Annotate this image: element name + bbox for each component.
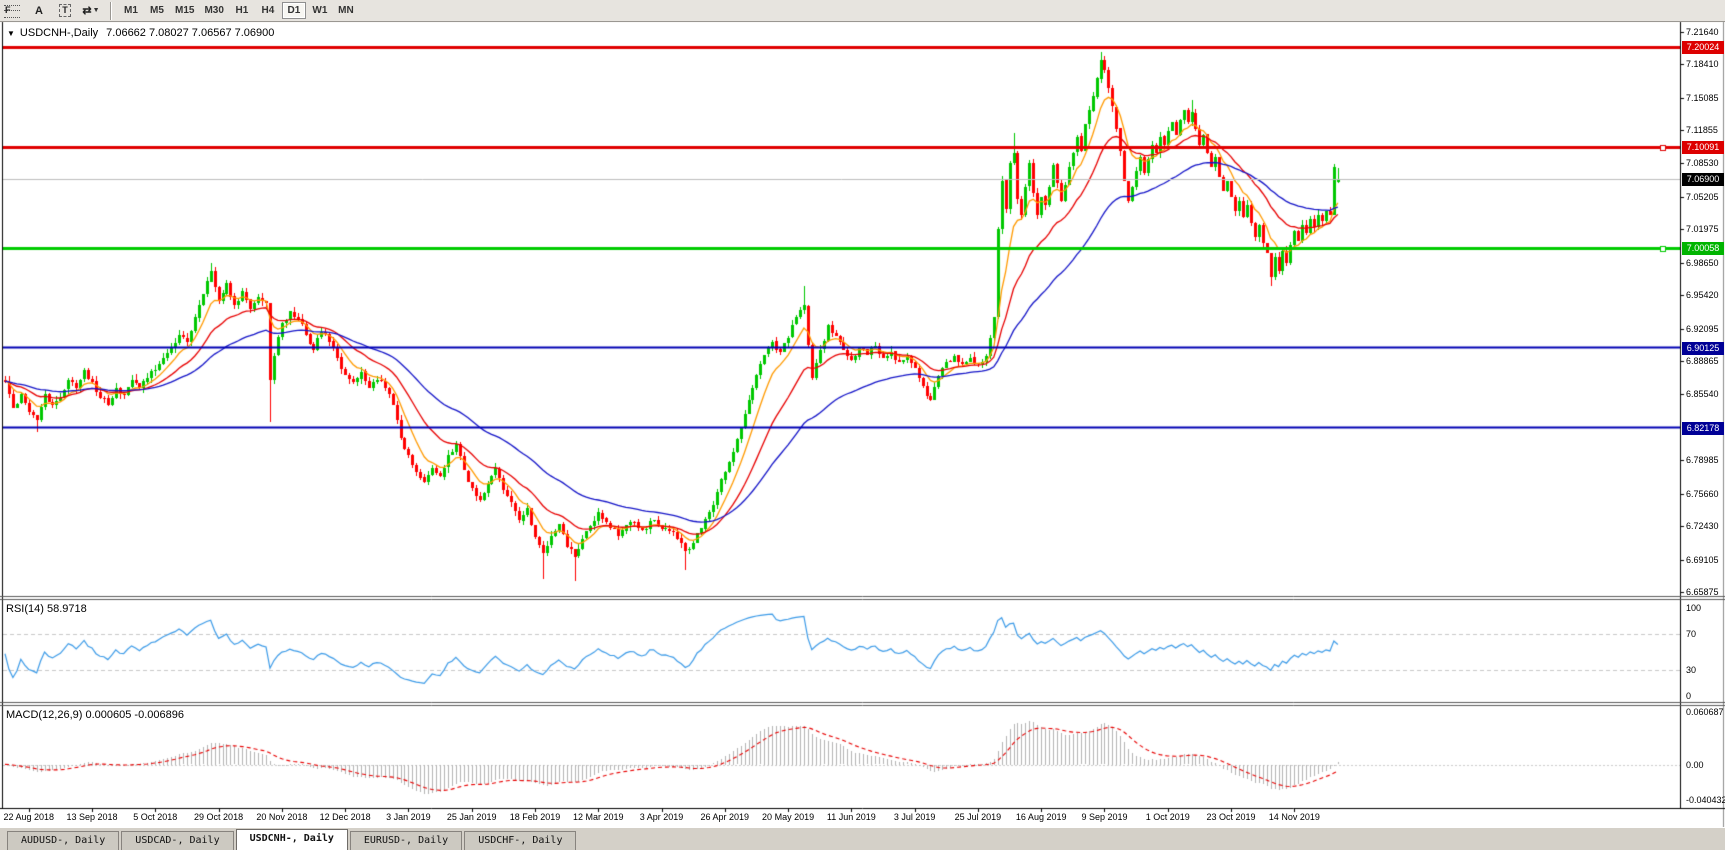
price-tick-label: 7.05205 [1686, 191, 1719, 202]
level-price-label: 7.20024 [1682, 41, 1724, 55]
price-tick-label: 6.92095 [1686, 323, 1719, 334]
date-tick-label: 26 Apr 2019 [700, 812, 750, 822]
timeframe-button-mn[interactable]: MN [338, 5, 354, 16]
date-tick-label: 25 Jan 2019 [446, 812, 497, 822]
date-tick-label: 1 Oct 2019 [1145, 812, 1190, 822]
date-tick-label: 9 Sep 2019 [1081, 812, 1128, 822]
price-tick-label: 6.98650 [1686, 257, 1719, 268]
date-tick-label: 25 Jul 2019 [954, 812, 1002, 822]
price-tick-label: 7.15085 [1686, 92, 1719, 103]
macd-indicator-label: MACD(12,26,9) 0.000605 -0.006896 [6, 709, 184, 721]
chart-tab-eurusd[interactable]: EURUSD-, Daily [349, 831, 463, 850]
date-tick-label: 23 Oct 2019 [1206, 812, 1256, 822]
price-tick-label: 6.75660 [1686, 488, 1719, 499]
chart-title: ▼ USDCNH-,Daily 7.06662 7.08027 7.06567 … [7, 27, 274, 39]
date-tick-label: 22 Aug 2018 [3, 812, 54, 822]
text-tool-icon[interactable]: A [35, 4, 43, 17]
rsi-indicator-label: RSI(14) 58.9718 [6, 603, 87, 615]
timeframe-button-w1[interactable]: W1 [312, 5, 328, 16]
arrows-tool-icon[interactable]: ⇄ ▼ [82, 5, 100, 17]
level-price-label: 7.10091 [1682, 141, 1724, 155]
date-tick-label: 18 Feb 2019 [509, 812, 561, 822]
price-tick-label: 7.08530 [1686, 158, 1719, 169]
price-tick-label: 7.21640 [1686, 26, 1719, 37]
date-tick-label: 20 May 2019 [762, 812, 815, 822]
rsi-scale-label: 0 [1686, 691, 1692, 701]
timeframe-button-d1[interactable]: D1 [281, 2, 306, 19]
price-tick-label: 6.72430 [1686, 521, 1719, 532]
chart-tab-usdcad[interactable]: USDCAD-, Daily [121, 831, 234, 850]
chart-tab-audusd[interactable]: AUDUSD-, Daily [7, 831, 120, 850]
date-tick-label: 14 Nov 2019 [1268, 812, 1320, 822]
timeframe-button-m1[interactable]: M1 [124, 5, 138, 16]
level-price-label: 6.90125 [1682, 341, 1724, 355]
macd-scale-label: -0.040432 [1686, 795, 1725, 805]
level-price-label: 6.82178 [1682, 421, 1724, 435]
current-price-label: 7.06900 [1682, 173, 1724, 187]
price-tick-label: 7.11855 [1686, 124, 1718, 135]
collapse-triangle-icon[interactable]: ▼ [7, 28, 15, 38]
rsi-scale-label: 30 [1686, 664, 1697, 675]
chart-tab-usdchf[interactable]: USDCHF-, Daily [464, 831, 577, 850]
date-tick-label: 3 Apr 2019 [639, 812, 684, 822]
chart-ohlc-quote: 7.06662 7.08027 7.06567 7.06900 [106, 27, 275, 39]
price-tick-label: 7.18410 [1686, 59, 1719, 70]
top-toolbar: F A T ⇄ ▼ M1 M5 M15 M30 H1 H4 D1 W1 MN [0, 0, 1725, 22]
date-tick-label: 11 Jun 2019 [826, 812, 876, 822]
price-tick-label: 6.65875 [1686, 587, 1719, 598]
macd-scale-label: 0.060687 [1686, 707, 1724, 717]
drawing-tools-group: F A T ⇄ ▼ [0, 2, 104, 20]
timeframe-button-h1[interactable]: H1 [235, 5, 249, 16]
rsi-scale-label: 70 [1686, 629, 1697, 640]
text-label-tool-icon[interactable]: T [53, 2, 77, 20]
chart-tab-bar: AUDUSD-, Daily USDCAD-, Daily USDCNH-, Dai… [0, 827, 1725, 850]
timeframe-button-m30[interactable]: M30 [204, 5, 224, 16]
fibonacci-tool-icon[interactable]: F [1, 2, 25, 20]
date-tick-label: 13 Sep 2018 [66, 812, 118, 822]
chart-tab-usdcnh[interactable]: USDCNH-, Daily [235, 829, 348, 850]
price-tick-label: 6.95420 [1686, 290, 1719, 301]
level-price-label: 7.00058 [1682, 242, 1724, 256]
toolbar-separator [110, 1, 112, 20]
price-tick-label: 6.88865 [1686, 356, 1719, 366]
dropdown-caret-icon[interactable]: ▼ [92, 7, 100, 14]
date-tick-label: 12 Dec 2018 [319, 812, 371, 822]
price-tick-label: 6.85540 [1686, 389, 1719, 400]
timeframe-button-h4[interactable]: H4 [261, 5, 275, 16]
chart-symbol-period: USDCNH-,Daily [19, 27, 99, 39]
rsi-scale-label: 100 [1686, 603, 1702, 613]
date-tick-label: 12 Mar 2019 [572, 812, 624, 822]
date-tick-label: 3 Jan 2019 [386, 812, 431, 822]
date-tick-label: 3 Jul 2019 [893, 812, 936, 822]
timeframe-button-m15[interactable]: M15 [175, 5, 195, 16]
timeframe-button-m5[interactable]: M5 [150, 5, 164, 16]
price-tick-label: 7.01975 [1686, 224, 1719, 235]
date-tick-label: 20 Nov 2018 [256, 812, 308, 822]
macd-scale-label: 0.00 [1686, 759, 1704, 770]
date-tick-label: 5 Oct 2018 [133, 812, 178, 822]
price-tick-label: 6.69105 [1686, 554, 1719, 565]
price-tick-label: 6.78985 [1686, 455, 1719, 466]
timeframe-group: M1 M5 M15 M30 H1 H4 D1 W1 MN [118, 2, 359, 19]
date-tick-label: 29 Oct 2018 [194, 812, 244, 822]
date-tick-label: 16 Aug 2019 [1015, 812, 1067, 822]
